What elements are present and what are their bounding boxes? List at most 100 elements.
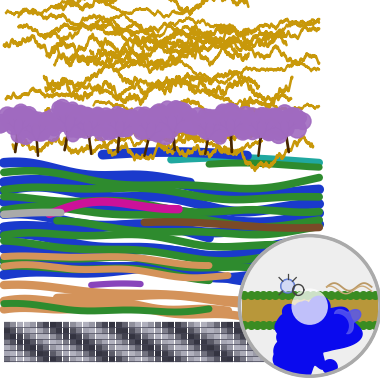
Circle shape <box>138 107 152 120</box>
Circle shape <box>90 114 104 128</box>
Circle shape <box>25 119 34 128</box>
Circle shape <box>73 106 87 120</box>
Circle shape <box>125 120 135 129</box>
Circle shape <box>218 116 231 128</box>
Circle shape <box>189 108 206 125</box>
Circle shape <box>155 112 171 129</box>
Circle shape <box>192 117 206 131</box>
Circle shape <box>238 119 247 128</box>
Circle shape <box>10 114 27 131</box>
Circle shape <box>21 116 30 125</box>
Circle shape <box>274 117 283 127</box>
Bar <box>4 4 323 372</box>
Polygon shape <box>294 302 310 318</box>
Circle shape <box>197 120 214 138</box>
Circle shape <box>226 116 242 132</box>
Circle shape <box>76 113 90 127</box>
Circle shape <box>294 113 311 130</box>
Circle shape <box>60 110 70 119</box>
Circle shape <box>249 120 267 138</box>
Circle shape <box>260 111 277 128</box>
Circle shape <box>138 109 152 124</box>
Circle shape <box>135 127 147 140</box>
Circle shape <box>279 114 296 131</box>
Circle shape <box>30 118 44 132</box>
Circle shape <box>198 109 212 122</box>
Circle shape <box>43 124 52 133</box>
Circle shape <box>137 112 151 127</box>
Circle shape <box>148 116 161 128</box>
Circle shape <box>203 119 220 135</box>
Circle shape <box>206 124 222 140</box>
Circle shape <box>130 116 146 132</box>
Circle shape <box>131 107 147 124</box>
Circle shape <box>15 118 32 135</box>
Circle shape <box>166 103 183 120</box>
Circle shape <box>38 116 52 130</box>
Circle shape <box>221 103 238 120</box>
Circle shape <box>148 125 163 140</box>
Circle shape <box>88 116 97 125</box>
Circle shape <box>67 130 79 142</box>
Circle shape <box>115 109 128 122</box>
Circle shape <box>42 114 60 132</box>
Circle shape <box>276 116 289 128</box>
Circle shape <box>174 103 192 121</box>
Circle shape <box>150 107 165 122</box>
Polygon shape <box>283 355 305 377</box>
Circle shape <box>166 114 178 126</box>
Circle shape <box>20 122 35 137</box>
Circle shape <box>269 121 278 130</box>
Circle shape <box>54 114 66 126</box>
Circle shape <box>14 106 28 120</box>
Circle shape <box>158 124 167 133</box>
Circle shape <box>265 108 283 126</box>
Circle shape <box>209 119 218 128</box>
Polygon shape <box>277 328 294 346</box>
Circle shape <box>270 123 287 140</box>
Circle shape <box>150 104 168 122</box>
Circle shape <box>284 108 301 126</box>
Circle shape <box>30 118 45 133</box>
Circle shape <box>27 123 43 140</box>
Circle shape <box>73 112 82 122</box>
Circle shape <box>70 121 87 138</box>
Circle shape <box>225 106 241 122</box>
Circle shape <box>145 117 160 132</box>
Circle shape <box>33 125 48 139</box>
Circle shape <box>182 121 194 133</box>
Circle shape <box>13 104 28 119</box>
Circle shape <box>91 109 105 122</box>
Circle shape <box>184 109 197 122</box>
Polygon shape <box>326 315 348 337</box>
Circle shape <box>150 127 165 142</box>
Circle shape <box>212 128 225 142</box>
Circle shape <box>236 123 252 139</box>
Circle shape <box>212 119 221 128</box>
Circle shape <box>261 117 270 127</box>
Circle shape <box>65 116 78 129</box>
Circle shape <box>211 122 228 139</box>
Circle shape <box>4 116 13 125</box>
Circle shape <box>199 117 214 132</box>
Circle shape <box>184 118 200 134</box>
Circle shape <box>204 118 213 127</box>
Circle shape <box>57 103 70 116</box>
Circle shape <box>76 115 90 130</box>
Circle shape <box>264 116 280 132</box>
Circle shape <box>25 113 39 127</box>
Circle shape <box>217 125 226 135</box>
Circle shape <box>273 116 290 133</box>
Circle shape <box>286 108 298 120</box>
Circle shape <box>21 109 35 122</box>
Circle shape <box>149 106 163 120</box>
Circle shape <box>237 107 254 124</box>
Circle shape <box>255 117 264 126</box>
Circle shape <box>155 118 164 127</box>
Circle shape <box>225 104 240 120</box>
Circle shape <box>64 105 79 119</box>
Circle shape <box>206 110 223 127</box>
Circle shape <box>28 122 42 136</box>
Circle shape <box>219 119 237 136</box>
Circle shape <box>146 110 159 124</box>
